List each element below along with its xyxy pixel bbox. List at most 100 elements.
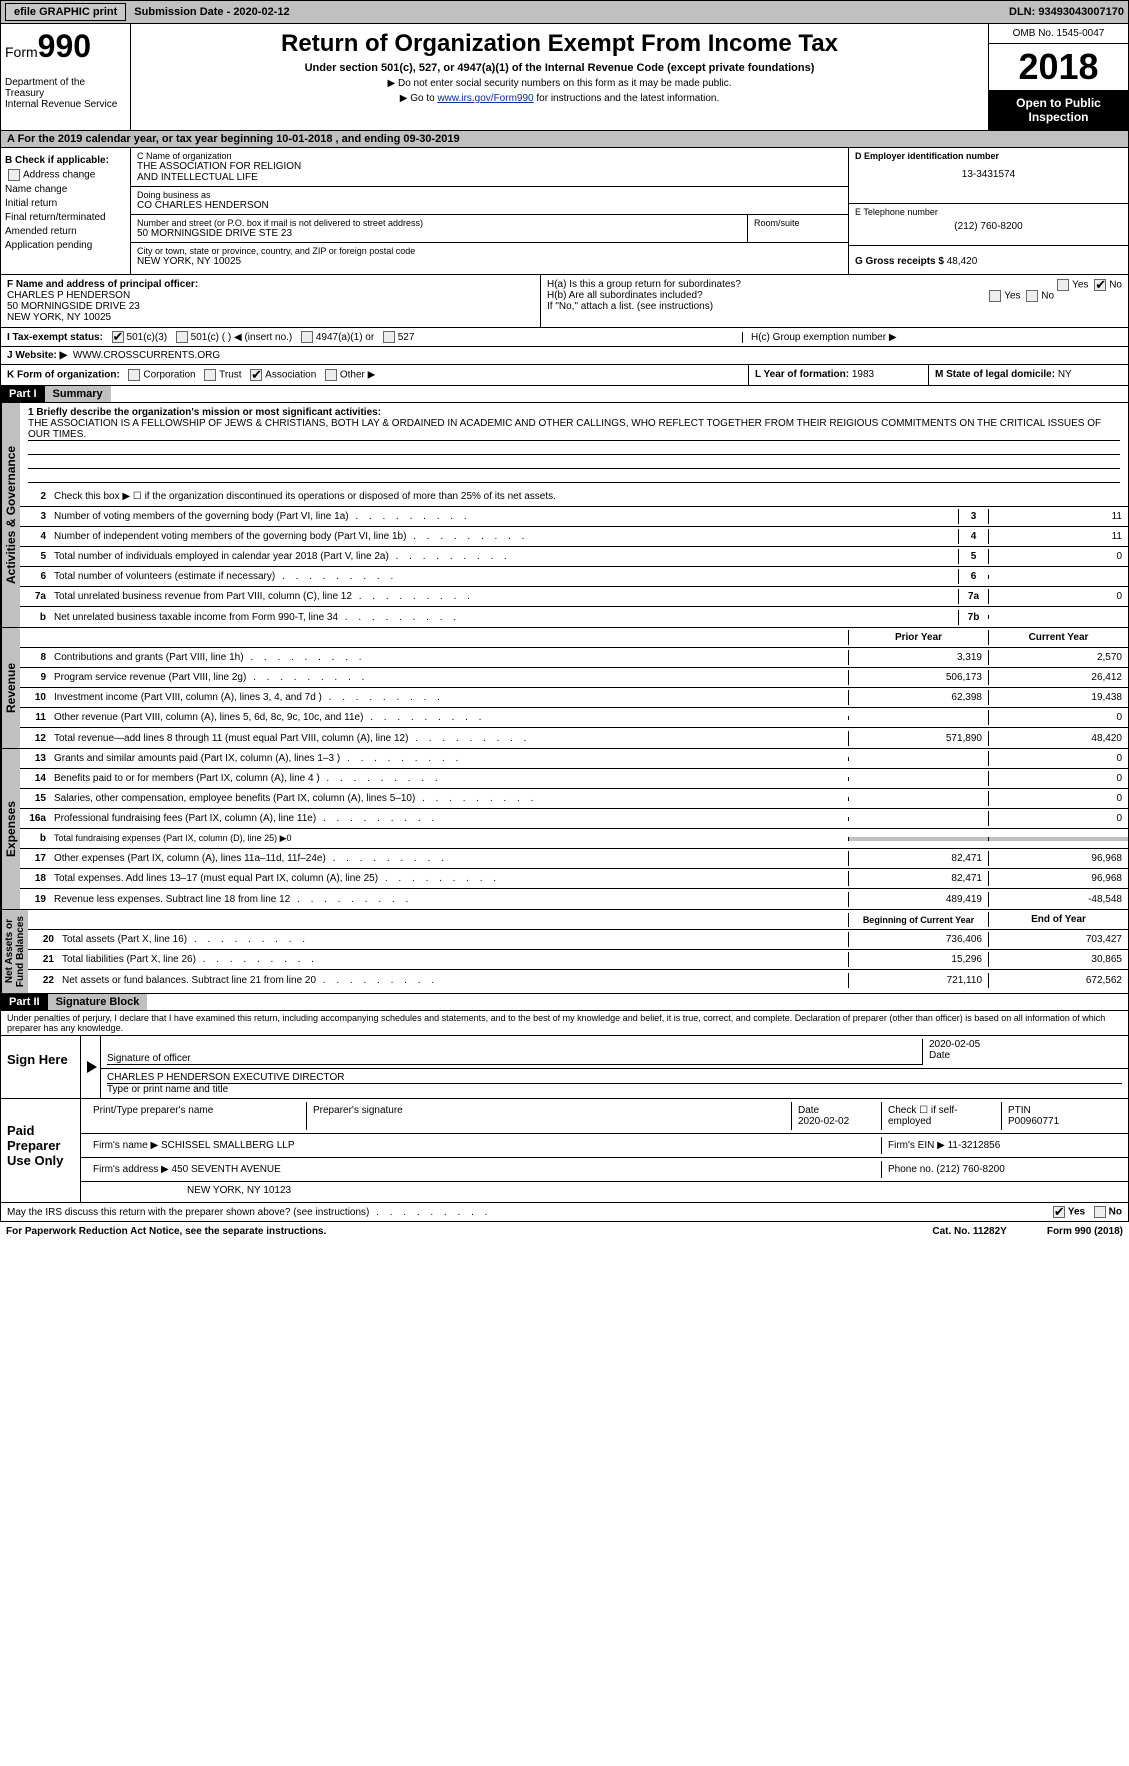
hc: H(c) Group exemption number ▶ (742, 332, 1122, 343)
submission-date: Submission Date - 2020-02-12 (134, 6, 289, 18)
sign-date: 2020-02-05 (929, 1039, 1122, 1050)
officer-name: CHARLES P HENDERSON (7, 290, 534, 301)
line-8: 8Contributions and grants (Part VIII, li… (20, 648, 1128, 668)
paid-preparer-label: Paid Preparer Use Only (1, 1099, 81, 1202)
ha: H(a) Is this a group return for subordin… (547, 279, 1122, 290)
expenses-section: Expenses 13Grants and similar amounts pa… (0, 749, 1129, 910)
form-title: Return of Organization Exempt From Incom… (137, 30, 982, 58)
activities-governance: Activities & Governance 1 Briefly descri… (0, 403, 1129, 628)
form-number: Form990 (5, 28, 126, 65)
form-note-1: ▶ Do not enter social security numbers o… (137, 78, 982, 89)
gov-line-3: 3Number of voting members of the governi… (20, 507, 1128, 527)
ein: 13-3431574 (855, 169, 1122, 180)
part-i-header: Part ISummary (0, 386, 1129, 403)
tax-year: 2018 (989, 44, 1128, 90)
line-12: 12Total revenue—add lines 8 through 11 (… (20, 728, 1128, 748)
line-16a: 16aProfessional fundraising fees (Part I… (20, 809, 1128, 829)
check-initial-return[interactable]: Initial return (5, 198, 126, 209)
check-name-change[interactable]: Name change (5, 184, 126, 195)
hb: H(b) Are all subordinates included? Yes … (547, 290, 1122, 301)
net-assets-section: Net Assets or Fund Balances Beginning of… (0, 910, 1129, 994)
line-20: 20Total assets (Part X, line 16) 736,406… (28, 930, 1128, 950)
check-final-return[interactable]: Final return/terminated (5, 212, 126, 223)
row-a: A For the 2019 calendar year, or tax yea… (0, 131, 1129, 148)
row-i: I Tax-exempt status: 501(c)(3) 501(c) ( … (0, 328, 1129, 347)
omb-number: OMB No. 1545-0047 (989, 24, 1128, 44)
check-amended[interactable]: Amended return (5, 226, 126, 237)
vtab-revenue: Revenue (1, 628, 20, 748)
topbar: efile GRAPHIC print Submission Date - 20… (0, 0, 1129, 24)
sign-here-label: Sign Here (1, 1036, 81, 1098)
firm-address-2: NEW YORK, NY 10123 (87, 1185, 291, 1199)
line-21: 21Total liabilities (Part X, line 26) 15… (28, 950, 1128, 970)
firm-name: SCHISSEL SMALLBERG LLP (161, 1140, 295, 1151)
gov-line-2: 2Check this box ▶ ☐ if the organization … (20, 487, 1128, 507)
gov-line-7a: 7aTotal unrelated business revenue from … (20, 587, 1128, 607)
penalties-text: Under penalties of perjury, I declare th… (0, 1011, 1129, 1036)
check-address-change[interactable]: Address change (5, 169, 126, 181)
footer-mid: Cat. No. 11282Y (932, 1226, 1006, 1237)
sign-here-block: Sign Here Signature of officer 2020-02-0… (0, 1036, 1129, 1099)
line-15: 15Salaries, other compensation, employee… (20, 789, 1128, 809)
section-b-c-d: B Check if applicable: Address change Na… (0, 148, 1129, 275)
mission-text: THE ASSOCIATION IS A FELLOWSHIP OF JEWS … (28, 418, 1120, 441)
state-domicile: NY (1058, 369, 1072, 380)
line-11: 11Other revenue (Part VIII, column (A), … (20, 708, 1128, 728)
line-22: 22Net assets or fund balances. Subtract … (28, 970, 1128, 990)
line-9: 9Program service revenue (Part VIII, lin… (20, 668, 1128, 688)
ptin: P00960771 (1008, 1116, 1116, 1127)
officer-signature-name: CHARLES P HENDERSON EXECUTIVE DIRECTOR (107, 1072, 1122, 1084)
line-18: 18Total expenses. Add lines 13–17 (must … (20, 869, 1128, 889)
street-address: 50 MORNINGSIDE DRIVE STE 23 (137, 228, 741, 239)
efile-button[interactable]: efile GRAPHIC print (5, 3, 126, 21)
gov-line-b: bNet unrelated business taxable income f… (20, 607, 1128, 627)
discuss-row: May the IRS discuss this return with the… (0, 1203, 1129, 1222)
line-14: 14Benefits paid to or for members (Part … (20, 769, 1128, 789)
footer: For Paperwork Reduction Act Notice, see … (0, 1222, 1129, 1241)
org-name: THE ASSOCIATION FOR RELIGION AND INTELLE… (137, 161, 842, 183)
line-10: 10Investment income (Part VIII, column (… (20, 688, 1128, 708)
form-header: Form990 Department of the Treasury Inter… (0, 24, 1129, 131)
footer-left: For Paperwork Reduction Act Notice, see … (6, 1226, 326, 1237)
col-headers-net: Beginning of Current Year End of Year (28, 910, 1128, 930)
form-subtitle: Under section 501(c), 527, or 4947(a)(1)… (137, 62, 982, 74)
vtab-governance: Activities & Governance (1, 403, 20, 627)
gov-line-6: 6Total number of volunteers (estimate if… (20, 567, 1128, 587)
dln: DLN: 93493043007170 (1009, 6, 1124, 18)
line-13: 13Grants and similar amounts paid (Part … (20, 749, 1128, 769)
row-k-l-m: K Form of organization: Corporation Trus… (0, 365, 1129, 386)
line-17: 17Other expenses (Part IX, column (A), l… (20, 849, 1128, 869)
dba: CO CHARLES HENDERSON (137, 200, 842, 211)
col-d: D Employer identification number 13-3431… (848, 148, 1128, 274)
city-state-zip: NEW YORK, NY 10025 (137, 256, 842, 267)
row-j: J Website: ▶ WWW.CROSSCURRENTS.ORG (0, 347, 1129, 365)
vtab-net: Net Assets or Fund Balances (1, 910, 28, 993)
col-c: C Name of organization THE ASSOCIATION F… (131, 148, 848, 274)
gov-line-5: 5Total number of individuals employed in… (20, 547, 1128, 567)
footer-right: Form 990 (2018) (1047, 1226, 1123, 1237)
line-b: bTotal fundraising expenses (Part IX, co… (20, 829, 1128, 849)
mission-label: 1 Briefly describe the organization's mi… (28, 407, 1120, 418)
prep-date: 2020-02-02 (798, 1116, 875, 1127)
irs-link[interactable]: www.irs.gov/Form990 (437, 93, 533, 104)
col-headers-rev: Prior Year Current Year (20, 628, 1128, 648)
revenue-section: Revenue Prior Year Current Year 8Contrib… (0, 628, 1129, 749)
gross-receipts: 48,420 (947, 256, 978, 267)
form-note-2: ▶ Go to www.irs.gov/Form990 for instruct… (137, 93, 982, 104)
year-formation: 1983 (852, 369, 874, 380)
open-inspection: Open to Public Inspection (989, 90, 1128, 130)
check-pending[interactable]: Application pending (5, 240, 126, 251)
line-19: 19Revenue less expenses. Subtract line 1… (20, 889, 1128, 909)
firm-phone: (212) 760-8200 (936, 1164, 1004, 1175)
part-ii-header: Part IISignature Block (0, 994, 1129, 1011)
website: WWW.CROSSCURRENTS.ORG (73, 350, 220, 361)
gov-line-4: 4Number of independent voting members of… (20, 527, 1128, 547)
paid-preparer-block: Paid Preparer Use Only Print/Type prepar… (0, 1099, 1129, 1203)
officer-address: 50 MORNINGSIDE DRIVE 23 NEW YORK, NY 100… (7, 301, 534, 323)
vtab-expenses: Expenses (1, 749, 20, 909)
firm-ein: 11-3212856 (948, 1140, 1001, 1151)
col-b: B Check if applicable: Address change Na… (1, 148, 131, 274)
sign-arrow-icon (87, 1061, 97, 1073)
hb-note: If "No," attach a list. (see instruction… (547, 301, 1122, 312)
section-f-h: F Name and address of principal officer:… (0, 275, 1129, 328)
